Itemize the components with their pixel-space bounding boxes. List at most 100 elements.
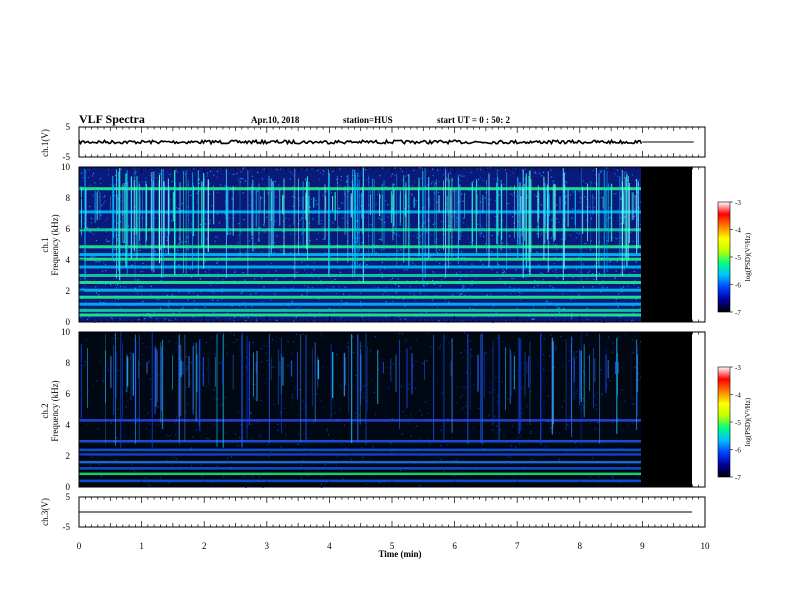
spectral-speckle [491,251,493,253]
spectral-speckle [236,339,238,341]
spectral-speckle [398,220,401,222]
spectral-speckle [410,435,412,437]
spectral-speckle [116,364,119,366]
spectral-speckle [525,277,527,279]
spectral-speckle [625,171,627,173]
spectral-speckle [535,172,537,174]
spectral-speckle [366,400,368,403]
spectral-speckle [620,236,622,239]
spectral-speckle [98,271,100,273]
spectral-speckle [83,198,85,200]
spectral-speckle [347,342,349,344]
spectral-speckle [419,241,421,243]
spectral-speckle [191,465,193,467]
spectral-speckle [534,279,536,282]
spectral-speckle [409,285,411,287]
spectral-speckle [85,301,87,303]
spectral-speckle [423,207,425,209]
spectral-speckle [270,299,272,301]
frequency-band [79,253,643,257]
spectral-speckle [257,171,259,173]
time-tick-label: 7 [515,541,520,551]
spectral-speckle [552,340,555,342]
spectral-speckle [388,387,390,389]
spectral-speckle [137,292,139,295]
ch2-colorbar-label: log(PSD)(V²/Hz) [744,397,752,446]
spectral-speckle [339,184,341,186]
spectral-speckle [364,261,366,263]
spectral-speckle [263,224,265,226]
spectral-speckle [417,382,419,384]
spectral-speckle [206,437,208,439]
spectral-speckle [311,272,313,274]
spectral-speckle [401,179,403,181]
spectral-speckle [440,445,442,447]
ch1-colorbar-ticks: -3-4-5-6-7 [730,199,741,317]
spectral-speckle [216,262,218,264]
spectral-speckle [557,307,559,309]
spectral-speckle [158,299,160,301]
spectral-speckle [415,340,417,342]
ch1-waveform-panel: ch.1(V) 5 -5 [40,122,706,162]
spectral-speckle [382,167,384,169]
spectral-speckle [620,198,622,200]
frequency-tick-label: 4 [66,255,71,265]
spectral-speckle [239,252,241,254]
spectral-speckle [466,372,468,374]
spectral-speckle [275,340,277,342]
spectral-speckle [224,201,227,203]
spectral-speckle [121,261,123,263]
spectral-speckle [589,476,592,478]
spectral-speckle [489,386,491,388]
spectral-speckle [381,306,383,308]
spectral-speckle [365,179,367,181]
spectral-speckle [169,308,171,310]
spectral-speckle [291,256,293,258]
spectral-speckle [209,223,211,225]
spectral-speckle [479,260,482,262]
spectral-speckle [248,477,250,479]
spectral-speckle [427,219,429,221]
spectral-speckle [343,424,345,426]
spectral-speckle [401,385,403,387]
spectral-speckle [545,214,547,216]
spectral-speckle [536,251,538,253]
spectral-speckle [590,264,592,266]
spectral-speckle [233,320,236,322]
spectral-speckle [100,183,102,185]
spectral-speckle [186,248,188,250]
spectral-speckle [216,205,218,207]
spectral-speckle [399,318,401,320]
spectral-speckle [273,232,275,234]
spectral-speckle [496,475,498,478]
spectral-speckle [521,386,523,388]
spectral-speckle [283,287,285,289]
spectral-speckle [378,482,380,484]
spectral-speckle [585,208,587,210]
spectral-speckle [266,360,268,362]
spectral-speckle [510,457,512,459]
spectral-speckle [454,250,456,252]
spectral-speckle [97,227,99,229]
spectral-speckle [139,279,142,281]
spectral-speckle [534,167,537,169]
spectral-speckle [494,200,496,202]
spectral-speckle [339,371,341,373]
spectral-speckle [509,214,511,216]
ch3-ytick-top: 5 [66,492,71,502]
spectral-speckle [587,272,589,274]
spectral-speckle [372,235,374,237]
spectral-speckle [102,381,104,383]
spectral-speckle [607,218,609,220]
spectral-speckle [419,409,421,411]
spectral-speckle [242,272,244,274]
spectral-speckle [210,170,212,172]
spectral-speckle [356,220,358,222]
spectral-speckle [108,169,110,171]
spectral-speckle [289,252,292,254]
spectral-speckle [492,429,494,431]
spectral-speckle [445,422,447,424]
spectral-speckle [485,181,487,183]
spectral-speckle [555,271,557,273]
spectral-speckle [427,439,429,441]
